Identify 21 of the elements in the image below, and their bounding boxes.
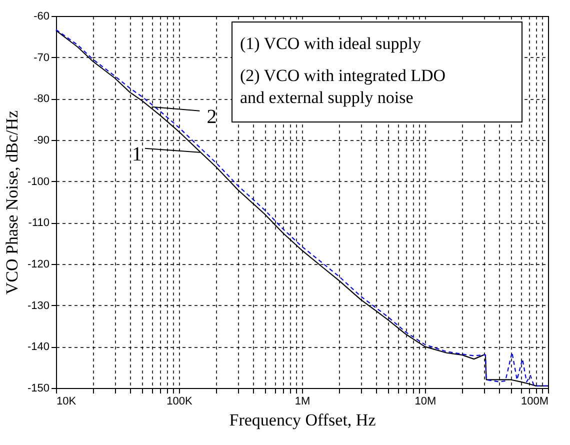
y-axis-title: VCO Phase Noise, dBc/Hz [2,110,22,295]
y-tick-label: -60 [34,10,50,22]
x-axis-title: Frequency Offset, Hz [229,410,376,430]
x-tick-label: 100M [520,396,548,408]
x-tick-label: 10K [56,396,77,408]
y-tick-label: -100 [27,176,50,188]
y-tick-label: -120 [27,258,50,270]
annotation: 2 [206,106,217,128]
y-tick-label: -70 [34,52,50,64]
annotation: (1) VCO with ideal supply [240,34,422,53]
y-tick-label: -110 [28,217,50,230]
y-tick-label: -150 [27,382,50,394]
annotation: (2) VCO with integrated LDO and external supply noise [240,66,446,107]
y-tick-label: -130 [27,300,50,312]
x-tick-label: 10M [414,396,436,408]
y-tick-label: -90 [34,134,50,146]
y-tick-label: -140 [27,341,50,354]
x-tick-label: 100K [166,396,193,408]
x-tick-label: 1M [294,396,310,408]
y-tick-label: -80 [34,93,50,106]
annotation: 1 [132,143,142,166]
